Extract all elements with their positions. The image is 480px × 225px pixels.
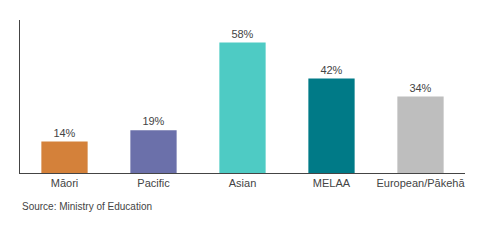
svg-text:19%: 19% [142,115,164,127]
svg-text:Source: Ministry of Education: Source: Ministry of Education [22,201,152,212]
svg-text:Pacific: Pacific [137,177,170,189]
svg-text:58%: 58% [231,28,253,40]
svg-text:Māori: Māori [51,177,79,189]
svg-text:Asian: Asian [229,177,257,189]
svg-text:European/Pākehā: European/Pākehā [376,177,465,189]
svg-text:MELAA: MELAA [313,177,351,189]
svg-text:34%: 34% [409,82,431,94]
svg-text:14%: 14% [53,127,75,139]
svg-text:42%: 42% [320,64,342,76]
